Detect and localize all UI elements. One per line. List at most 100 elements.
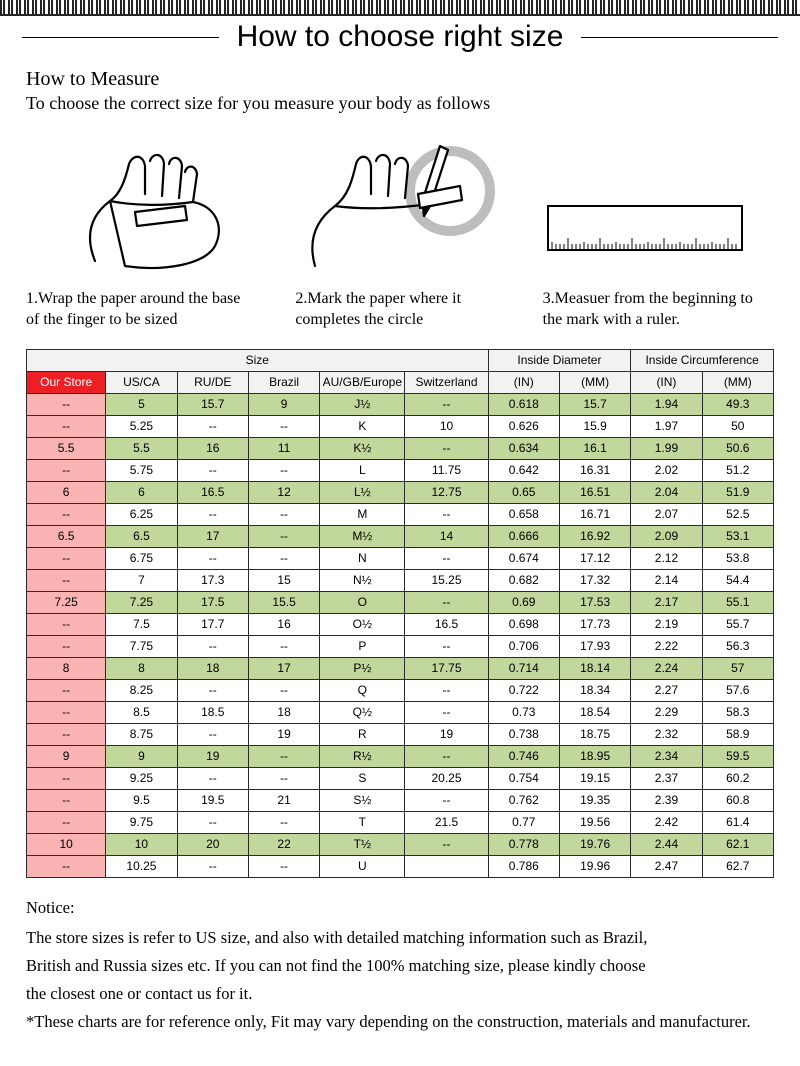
table-row: --5.75----L11.750.64216.312.0251.2	[27, 459, 774, 481]
table-row: --515.79J½--0.61815.71.9449.3	[27, 393, 774, 415]
data-cell: U	[320, 855, 405, 877]
table-row: --7.517.716O½16.50.69817.732.1955.7	[27, 613, 774, 635]
data-cell: 0.706	[488, 635, 559, 657]
data-cell: 19.56	[559, 811, 630, 833]
data-cell: --	[405, 635, 488, 657]
table-row: 6616.512L½12.750.6516.512.0451.9	[27, 481, 774, 503]
data-cell: 0.642	[488, 459, 559, 481]
our-store-header: Our Store	[27, 371, 106, 393]
table-group-row: SizeInside DiameterInside Circumference	[27, 349, 774, 371]
table-col-header: (MM)	[559, 371, 630, 393]
data-cell: 17.12	[559, 547, 630, 569]
data-cell: 1.99	[631, 437, 702, 459]
hand-mark-icon	[290, 136, 510, 276]
data-cell: R½	[320, 745, 405, 767]
table-row: --9.519.521S½--0.76219.352.3960.8	[27, 789, 774, 811]
data-cell: 19.76	[559, 833, 630, 855]
data-cell: 2.02	[631, 459, 702, 481]
data-cell: 20.25	[405, 767, 488, 789]
data-cell: O½	[320, 613, 405, 635]
data-cell: 6.25	[106, 503, 177, 525]
figure-ruler	[523, 186, 768, 281]
data-cell: --	[248, 547, 319, 569]
data-cell: L	[320, 459, 405, 481]
figure-row	[26, 136, 774, 281]
data-cell: 62.7	[702, 855, 773, 877]
data-cell: 18	[177, 657, 248, 679]
store-cell: --	[27, 701, 106, 723]
figure-wrap-hand	[32, 146, 277, 281]
store-cell: 10	[27, 833, 106, 855]
data-cell: 8.25	[106, 679, 177, 701]
data-cell: 59.5	[702, 745, 773, 767]
data-cell: 2.14	[631, 569, 702, 591]
data-cell: 18.95	[559, 745, 630, 767]
data-cell: 0.674	[488, 547, 559, 569]
table-body: --515.79J½--0.61815.71.9449.3--5.25----K…	[27, 393, 774, 877]
store-cell: --	[27, 547, 106, 569]
table-col-header: RU/DE	[177, 371, 248, 393]
data-cell: 2.22	[631, 635, 702, 657]
data-cell: 10.25	[106, 855, 177, 877]
table-row: --9.25----S20.250.75419.152.3760.2	[27, 767, 774, 789]
size-table: SizeInside DiameterInside Circumference …	[26, 349, 774, 878]
data-cell: 19.5	[177, 789, 248, 811]
data-cell: 7.5	[106, 613, 177, 635]
data-cell: 0.77	[488, 811, 559, 833]
table-group-header: Inside Diameter	[488, 349, 631, 371]
data-cell: 0.626	[488, 415, 559, 437]
data-cell: --	[177, 767, 248, 789]
table-col-header: (IN)	[631, 371, 702, 393]
data-cell: 10	[405, 415, 488, 437]
store-cell: 9	[27, 745, 106, 767]
data-cell: 55.7	[702, 613, 773, 635]
store-cell: --	[27, 679, 106, 701]
data-cell: 5	[106, 393, 177, 415]
data-cell	[405, 855, 488, 877]
data-cell: 17.3	[177, 569, 248, 591]
data-cell: --	[248, 855, 319, 877]
data-cell: 57	[702, 657, 773, 679]
table-header-row: Our StoreUS/CARU/DEBrazilAU/GB/EuropeSwi…	[27, 371, 774, 393]
hand-wrap-icon	[65, 146, 245, 276]
table-col-header: US/CA	[106, 371, 177, 393]
data-cell: --	[248, 679, 319, 701]
data-cell: --	[405, 393, 488, 415]
data-cell: 58.3	[702, 701, 773, 723]
data-cell: 0.69	[488, 591, 559, 613]
data-cell: 7.75	[106, 635, 177, 657]
data-cell: 0.738	[488, 723, 559, 745]
data-cell: 16.51	[559, 481, 630, 503]
table-col-header: AU/GB/Europe	[320, 371, 405, 393]
data-cell: 17.93	[559, 635, 630, 657]
data-cell: 54.4	[702, 569, 773, 591]
data-cell: 15.7	[177, 393, 248, 415]
data-cell: 0.786	[488, 855, 559, 877]
data-cell: 16.31	[559, 459, 630, 481]
data-cell: 16.5	[177, 481, 248, 503]
data-cell: --	[177, 635, 248, 657]
data-cell: 49.3	[702, 393, 773, 415]
data-cell: --	[405, 591, 488, 613]
caption-1: 1.Wrap the paper around the base of the …	[26, 289, 267, 331]
data-cell: 16.71	[559, 503, 630, 525]
store-cell: --	[27, 635, 106, 657]
data-cell: 5.75	[106, 459, 177, 481]
data-cell: T	[320, 811, 405, 833]
data-cell: --	[405, 833, 488, 855]
data-cell: 2.32	[631, 723, 702, 745]
data-cell: Q½	[320, 701, 405, 723]
data-cell: 9	[248, 393, 319, 415]
data-cell: 2.24	[631, 657, 702, 679]
data-cell: 18.5	[177, 701, 248, 723]
data-cell: --	[405, 679, 488, 701]
store-cell: --	[27, 503, 106, 525]
data-cell: 0.698	[488, 613, 559, 635]
data-cell: 19.96	[559, 855, 630, 877]
data-cell: 7	[106, 569, 177, 591]
data-cell: 17.73	[559, 613, 630, 635]
data-cell: 19.35	[559, 789, 630, 811]
data-cell: --	[177, 811, 248, 833]
data-cell: 19	[405, 723, 488, 745]
data-cell: 14	[405, 525, 488, 547]
